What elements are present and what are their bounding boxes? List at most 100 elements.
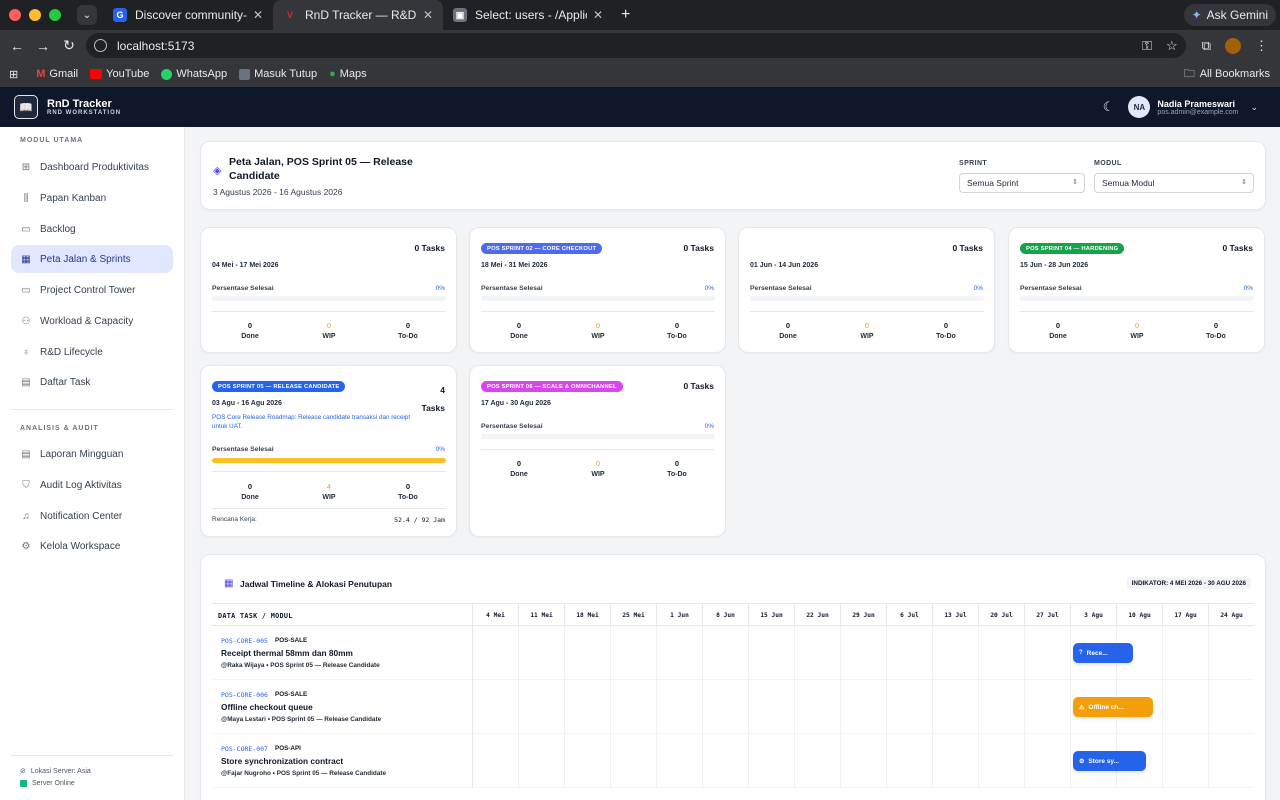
minimize-window-button[interactable] xyxy=(29,9,41,21)
gantt-bar[interactable]: ⚙ Store sy... xyxy=(1073,751,1146,771)
sidebar-item-audit-log[interactable]: ⛉ Audit Log Aktivitas xyxy=(11,471,173,499)
task-name[interactable]: Offline checkout queue xyxy=(221,702,313,712)
close-tab-icon[interactable]: ✕ xyxy=(252,8,263,22)
gantt-bar[interactable]: ⚠ Offline ch... xyxy=(1073,697,1153,717)
ask-gemini-button[interactable]: ✦ Ask Gemini xyxy=(1183,4,1276,26)
timeline-row[interactable]: POS-CORE-007 POS-API Store synchronization… xyxy=(212,734,1254,788)
user-info[interactable]: Nadia Prameswari pos.admin@example.com xyxy=(1157,99,1238,116)
browser-menu-icon[interactable]: ⋮ xyxy=(1255,37,1268,53)
close-tab-icon[interactable]: ✕ xyxy=(422,8,433,22)
server-status-icon xyxy=(20,780,27,787)
site-info-icon[interactable] xyxy=(94,39,107,52)
task-code[interactable]: POS-CORE-006 xyxy=(221,691,268,699)
sprint-card-6[interactable]: POS SPRINT 06 — SCALE & OMNICHANNEL 0 Ta… xyxy=(469,365,726,537)
work-plan-label: Rencana Kerja: xyxy=(212,516,257,523)
timeline-cell xyxy=(1024,680,1070,734)
bookmark-whatsapp[interactable]: WhatsApp xyxy=(161,68,227,80)
maximize-window-button[interactable] xyxy=(49,9,61,21)
stat-todo: 0 To-Do xyxy=(647,321,707,340)
sprint-card-5[interactable]: POS SPRINT 05 — RELEASE CANDIDATE 4 Task… xyxy=(200,365,457,537)
all-bookmarks-button[interactable]: 🗀 All Bookmarks xyxy=(1184,61,1270,87)
sidebar-item-roadmap-sprints[interactable]: ▦ Peta Jalan & Sprints xyxy=(11,245,173,273)
timeline-cell xyxy=(932,680,978,734)
sidebar-item-backlog[interactable]: ▭ Backlog xyxy=(11,215,173,243)
sidebar-item-weekly-report[interactable]: ▤ Laporan Mingguan xyxy=(11,440,173,468)
timeline-cell xyxy=(1070,734,1116,788)
bookmark-maps[interactable]: ● Maps xyxy=(329,68,367,80)
sprint-card-1[interactable]: 0 Tasks 04 Mei - 17 Mei 2026 Persentase … xyxy=(200,227,457,353)
sidebar-item-kanban[interactable]: ⫼ Papan Kanban xyxy=(11,184,173,212)
sidebar-item-label: Audit Log Aktivitas xyxy=(40,479,122,491)
bookmark-gmail[interactable]: M Gmail xyxy=(36,68,78,80)
gantt-bar-label: Offline ch... xyxy=(1088,703,1124,711)
reload-icon[interactable]: ↻ xyxy=(63,37,75,53)
sprint-filter-label: SPRINT xyxy=(959,160,988,167)
server-location: ⊘ Lokasi Server: Asia xyxy=(20,767,91,776)
progress-bar xyxy=(1020,296,1254,301)
stat-wip: 0 WIP xyxy=(299,321,359,340)
sidebar-item-control-tower[interactable]: ▭ Project Control Tower xyxy=(11,276,173,304)
stat-label: WIP xyxy=(322,333,336,340)
task-name[interactable]: Store synchronization contract xyxy=(221,756,344,766)
close-tab-icon[interactable]: ✕ xyxy=(592,8,603,22)
timeline-cell xyxy=(886,734,932,788)
new-tab-icon[interactable]: + xyxy=(621,6,631,23)
page-date-range: 3 Agustus 2026 - 16 Agustus 2026 xyxy=(213,187,343,197)
sidebar-item-notifications[interactable]: ♫ Notification Center xyxy=(11,502,173,530)
task-module: POS-API xyxy=(275,745,301,752)
timeline-cell xyxy=(1070,626,1116,680)
bookmark-masuk-tutup[interactable]: Masuk Tutup xyxy=(239,68,317,80)
timeline-row[interactable]: POS-CORE-006 POS-SALE Offline checkout que… xyxy=(212,680,1254,734)
module-filter-label: MODUL xyxy=(1094,160,1122,167)
task-name[interactable]: Receipt thermal 58mm dan 80mm xyxy=(221,648,353,658)
shield-icon: ⛉ xyxy=(22,479,30,491)
tab-search-icon[interactable]: ⌄ xyxy=(77,5,97,25)
timeline-row[interactable]: POS-CORE-005 POS-SALE Receipt thermal 58mm… xyxy=(212,626,1254,680)
task-code[interactable]: POS-CORE-005 xyxy=(221,637,268,645)
sprint-card-2[interactable]: POS SPRINT 02 — CORE CHECKOUT 0 Tasks 18… xyxy=(469,227,726,353)
sprint-card-3[interactable]: 0 Tasks 01 Jun - 14 Jun 2026 Persentase … xyxy=(738,227,995,353)
timeline-week-header: 4 Mei xyxy=(472,604,518,627)
extensions-icon[interactable]: ⧉ xyxy=(1201,37,1211,53)
progress-bar xyxy=(481,434,715,439)
timeline-cell xyxy=(610,680,656,734)
sidebar-item-label: Daftar Task xyxy=(40,376,91,388)
url-field[interactable]: localhost:5173 xyxy=(86,33,1186,58)
sprint-task-count: 0 Tasks xyxy=(1222,243,1253,253)
progress-percent: 0% xyxy=(435,285,445,292)
sidebar-item-dashboard[interactable]: ⊞ Dashboard Produktivitas xyxy=(11,153,173,181)
browser-tab-3[interactable]: ▣ Select: users - /Applications/ ✕ xyxy=(443,0,613,30)
gantt-bar[interactable]: ? Rece... xyxy=(1073,643,1133,663)
task-module: POS-SALE xyxy=(275,691,308,698)
sidebar-item-label: Dashboard Produktivitas xyxy=(40,161,149,173)
user-avatar[interactable]: NA xyxy=(1128,96,1151,118)
bookmark-label: Masuk Tutup xyxy=(254,68,318,80)
sidebar-item-task-list[interactable]: ▤ Daftar Task xyxy=(11,368,173,396)
stat-wip: 4 WIP xyxy=(299,482,359,501)
task-code[interactable]: POS-CORE-007 xyxy=(221,745,268,753)
password-key-icon[interactable]: ⚿ xyxy=(1142,37,1153,53)
browser-tab-2-active[interactable]: V RnD Tracker — R&D Task Man ✕ xyxy=(273,0,443,30)
bookmark-label: WhatsApp xyxy=(176,68,228,80)
user-menu-chevron-down-icon[interactable]: ⌄ xyxy=(1250,101,1258,112)
sprint-card-4[interactable]: POS SPRINT 04 — HARDENING 0 Tasks 15 Jun… xyxy=(1008,227,1265,353)
sidebar-item-workload[interactable]: ⚇ Workload & Capacity xyxy=(11,307,173,335)
bookmark-youtube[interactable]: YouTube xyxy=(90,68,149,80)
sprint-filter-select[interactable]: Semua Sprint ⇕ xyxy=(959,173,1085,193)
timeline-card: ▦ Jadwal Timeline & Alokasi Penutupan IN… xyxy=(200,554,1266,800)
bookmark-star-icon[interactable]: ☆ xyxy=(1166,37,1178,53)
sidebar-item-lifecycle[interactable]: ♁ R&D Lifecycle xyxy=(11,338,173,366)
kanban-icon: ⫼ xyxy=(23,192,29,204)
browser-tab-1[interactable]: G Discover community-made U ✕ xyxy=(103,0,273,30)
timeline-cell xyxy=(840,626,886,680)
module-filter-select[interactable]: Semua Modul ⇕ xyxy=(1094,173,1254,193)
back-arrow-icon[interactable]: ← xyxy=(10,37,24,54)
profile-avatar-icon[interactable] xyxy=(1225,37,1241,54)
dark-mode-toggle-icon[interactable]: ☾ xyxy=(1102,99,1115,114)
forward-arrow-icon[interactable]: → xyxy=(36,37,50,54)
brand[interactable]: RnD Tracker RND WORKSTATION xyxy=(47,98,121,116)
sidebar-item-workspace[interactable]: ⚙ Kelola Workspace xyxy=(11,532,173,560)
close-window-button[interactable] xyxy=(9,9,21,21)
timeline-week-header: 1 Jun xyxy=(656,604,702,627)
apps-grid-icon[interactable]: ⊞ xyxy=(9,68,19,81)
